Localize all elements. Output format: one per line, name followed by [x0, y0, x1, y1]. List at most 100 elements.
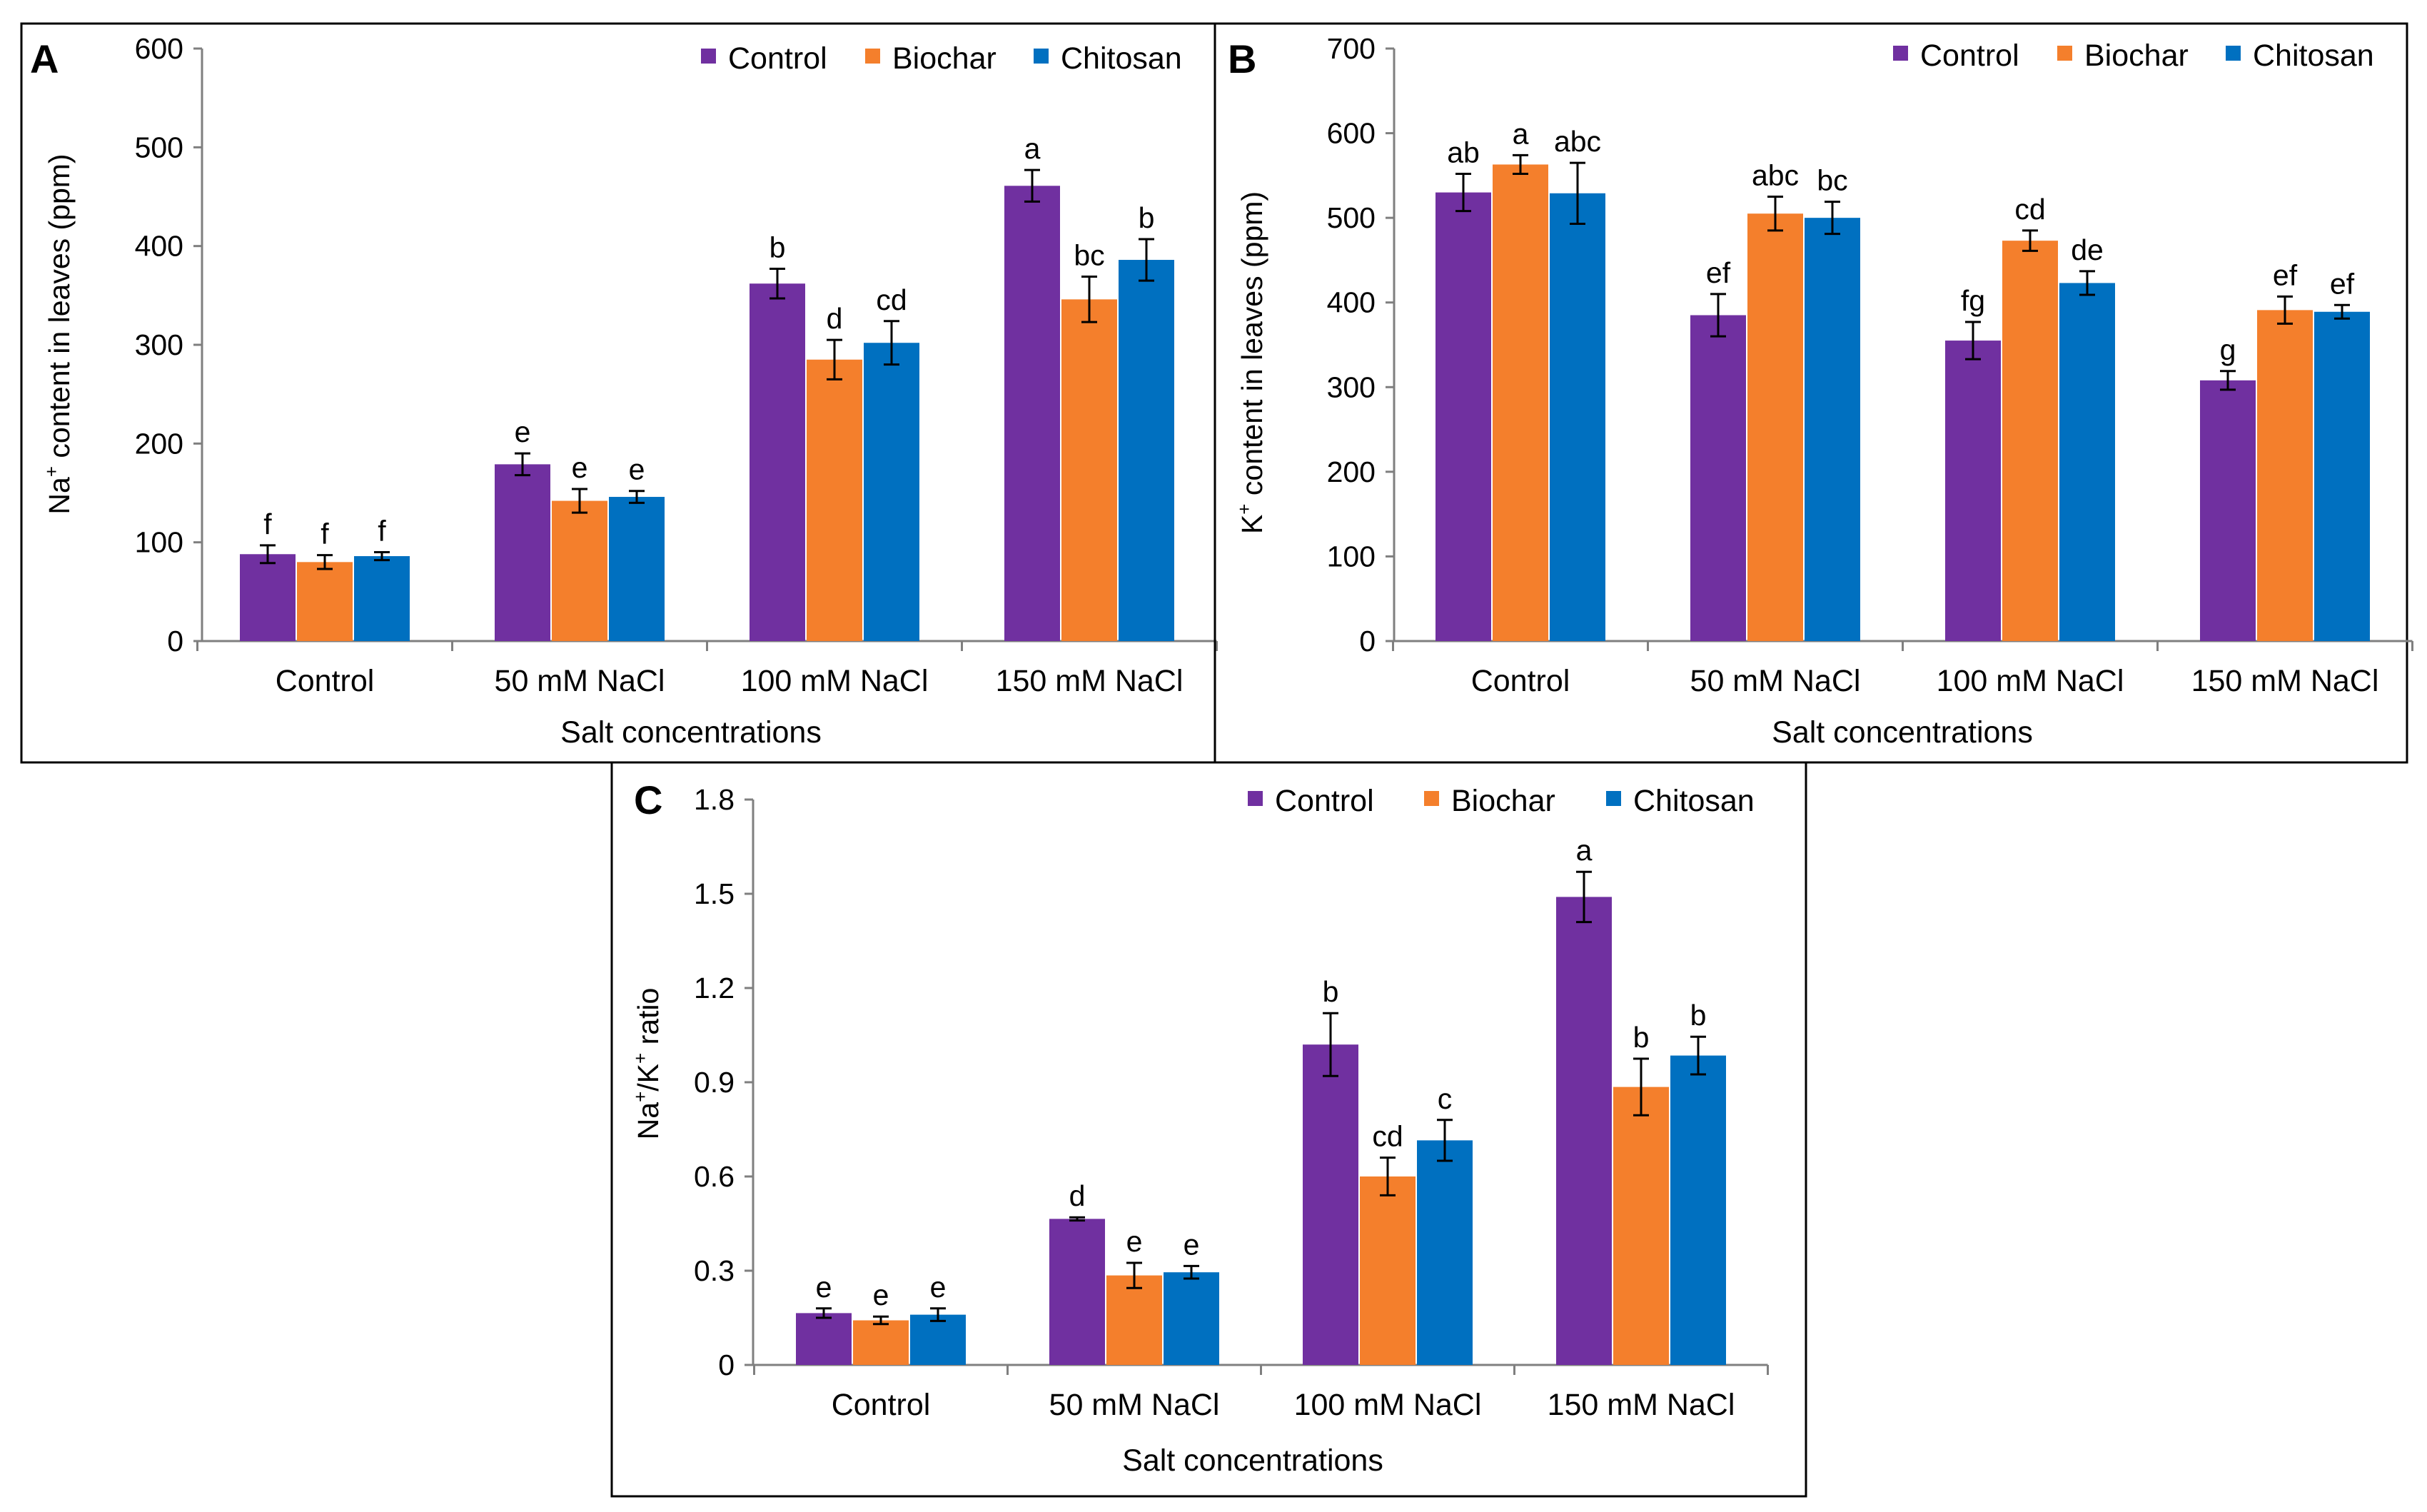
bar-chitosan: [1670, 1055, 1726, 1365]
bar-biochar: [1613, 1087, 1669, 1365]
legend-swatch-chitosan: [1606, 791, 1621, 806]
bar-biochar: [552, 500, 607, 641]
significance-letter: a: [1576, 834, 1593, 867]
bar-chitosan: [609, 497, 665, 641]
y-tick-label: 400: [1327, 286, 1376, 319]
x-category-label: 150 mM NaCl: [996, 664, 1184, 698]
y-tick-label: 500: [1327, 201, 1376, 234]
significance-letter: e: [930, 1271, 947, 1304]
y-tick-label: 0.9: [694, 1066, 735, 1099]
significance-letter: g: [2220, 333, 2236, 366]
x-category-label: Control: [832, 1388, 931, 1422]
bar-chitosan: [1119, 260, 1174, 641]
legend-label-biochar: Biochar: [2084, 39, 2189, 73]
legend-item-chitosan: Chitosan: [1606, 784, 1755, 818]
panel-label: A: [30, 36, 59, 81]
y-tick-label: 200: [1327, 455, 1376, 488]
significance-letter: e: [515, 415, 531, 448]
bar-biochar: [2257, 310, 2313, 641]
x-category-label: Control: [276, 664, 375, 698]
significance-letter: a: [1513, 117, 1529, 150]
legend: Control Biochar Chitosan: [701, 41, 1182, 76]
y-axis-title: Na+/K+ ratio: [630, 988, 665, 1140]
legend-item-control: Control: [1893, 39, 2019, 73]
legend-label-biochar: Biochar: [1451, 784, 1555, 818]
bar-chitosan: [1550, 193, 1605, 641]
x-category-label: 150 mM NaCl: [2191, 664, 2379, 698]
panel-label: C: [634, 777, 662, 822]
legend-swatch-control: [1248, 791, 1263, 806]
y-tick-label: 100: [1327, 540, 1376, 573]
legend-label-control: Control: [1920, 39, 2019, 73]
significance-letter: b: [1139, 201, 1155, 234]
significance-letter: d: [827, 302, 843, 335]
bar-chitosan: [2314, 311, 2370, 641]
bar-biochar: [1061, 299, 1117, 641]
legend-swatch-control: [701, 49, 716, 64]
x-axis-title: Salt concentrations: [560, 715, 822, 750]
legend-label-control: Control: [728, 41, 827, 76]
bar-chitosan: [1164, 1272, 1219, 1365]
significance-letter: abc: [1554, 125, 1601, 158]
y-tick-label: 0: [167, 625, 183, 657]
y-tick-label: 700: [1327, 32, 1376, 65]
bar-biochar: [1493, 164, 1548, 641]
bar-biochar: [1747, 213, 1803, 641]
bar-control: [1435, 192, 1491, 642]
x-axis-title: Salt concentrations: [1122, 1443, 1383, 1478]
significance-letter: b: [1633, 1021, 1650, 1054]
significance-letter: a: [1024, 132, 1041, 165]
x-category-label: 100 mM NaCl: [1294, 1388, 1482, 1422]
y-tick-label: 0: [718, 1349, 735, 1381]
panel-border: [1214, 22, 2408, 764]
legend-item-control: Control: [701, 41, 827, 76]
y-tick-label: 500: [135, 131, 183, 163]
legend-item-biochar: Biochar: [2057, 39, 2189, 73]
bar-control: [1303, 1044, 1358, 1365]
bar-chitosan: [1417, 1140, 1473, 1365]
bar-biochar: [807, 359, 862, 641]
significance-letter: c: [1438, 1082, 1453, 1115]
x-category-label: 150 mM NaCl: [1548, 1388, 1735, 1422]
significance-letter: f: [378, 515, 386, 548]
legend-swatch-chitosan: [1034, 49, 1049, 64]
y-axis-title: K+ content in leaves (ppm): [1233, 191, 1268, 534]
bar-biochar: [1360, 1176, 1416, 1365]
x-category-label: 50 mM NaCl: [1049, 1388, 1220, 1422]
bar-chitosan: [1805, 218, 1860, 642]
bar-control: [796, 1313, 852, 1365]
bar-control: [1049, 1219, 1105, 1365]
legend-item-chitosan: Chitosan: [2226, 39, 2374, 73]
significance-letter: e: [816, 1271, 832, 1304]
bar-control: [750, 283, 805, 641]
panel-label: B: [1228, 36, 1256, 81]
bar-control: [1945, 341, 2001, 641]
plot-area: 0 100 200 300 400 500 600 Control 50 mM NaCl 100 …: [135, 32, 1218, 698]
legend-item-chitosan: Chitosan: [1034, 41, 1182, 76]
x-axis-title: Salt concentrations: [1772, 715, 2033, 750]
y-tick-label: 0: [1359, 625, 1376, 657]
y-tick-label: 0.6: [694, 1160, 735, 1193]
bar-biochar: [853, 1320, 909, 1365]
significance-letter: cd: [876, 283, 907, 316]
x-category-label: 50 mM NaCl: [1690, 664, 1861, 698]
x-category-label: Control: [1471, 664, 1570, 698]
y-tick-label: 300: [1327, 371, 1376, 403]
y-tick-label: 300: [135, 328, 183, 361]
significance-letter: ef: [2330, 267, 2355, 300]
legend-label-control: Control: [1275, 784, 1374, 818]
y-tick-label: 100: [135, 526, 183, 559]
bar-biochar: [1106, 1275, 1162, 1365]
bar-chitosan: [2059, 283, 2115, 641]
legend: Control Biochar Chitosan: [1893, 39, 2374, 73]
y-tick-label: 400: [135, 230, 183, 263]
legend-label-chitosan: Chitosan: [2253, 39, 2374, 73]
significance-letter: e: [1184, 1228, 1200, 1261]
significance-letter: e: [1126, 1225, 1143, 1258]
bar-control: [1004, 186, 1060, 641]
significance-letter: cd: [2014, 193, 2045, 226]
y-tick-label: 0.3: [694, 1254, 735, 1287]
y-tick-label: 1.2: [694, 972, 735, 1004]
significance-letter: ef: [2273, 258, 2298, 291]
